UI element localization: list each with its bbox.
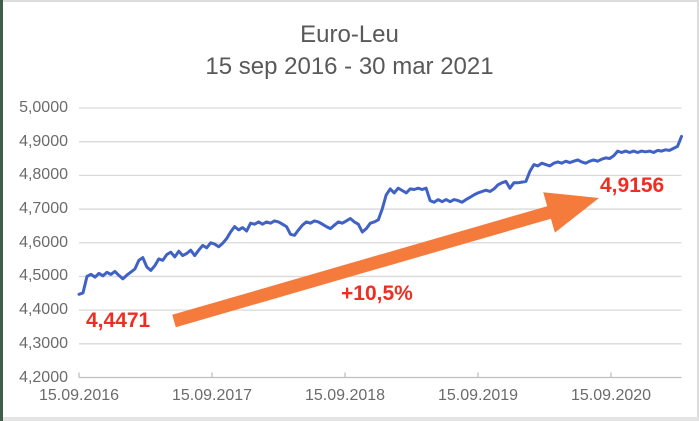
y-tick-label: 4,8000 [19, 166, 68, 184]
y-tick-label: 4,3000 [19, 334, 68, 352]
chart-title: Euro-Leu [300, 21, 399, 48]
window-frame-right [697, 0, 699, 421]
window-frame-bottom [0, 417, 699, 421]
x-tick-label: 15.09.2017 [171, 387, 253, 404]
x-tick-label: 15.09.2020 [570, 387, 652, 404]
up-trend-arrow-icon [172, 192, 599, 328]
start-value-annotation: 4,4471 [86, 309, 151, 332]
y-tick-label: 4,6000 [19, 233, 68, 251]
y-tick-label: 5,0000 [19, 99, 68, 116]
y-tick-label: 4,2000 [19, 368, 68, 386]
y-tick-label: 4,5000 [19, 267, 68, 285]
percent-change-annotation: +10,5% [341, 282, 413, 305]
chart-subtitle: 15 sep 2016 - 30 mar 2021 [205, 53, 494, 80]
window-frame-top [0, 0, 699, 2]
end-value-annotation: 4,9156 [600, 174, 665, 197]
x-tick-label: 15.09.2019 [437, 387, 519, 404]
price-line-series [77, 134, 683, 296]
y-tick-label: 4,7000 [19, 200, 68, 218]
y-tick-label: 4,4000 [19, 301, 68, 319]
x-tick-label: 15.09.2018 [304, 387, 386, 404]
window-accent-left [0, 0, 3, 421]
y-tick-label: 4,9000 [19, 132, 68, 150]
x-tick-label: 15.09.2016 [38, 387, 120, 404]
